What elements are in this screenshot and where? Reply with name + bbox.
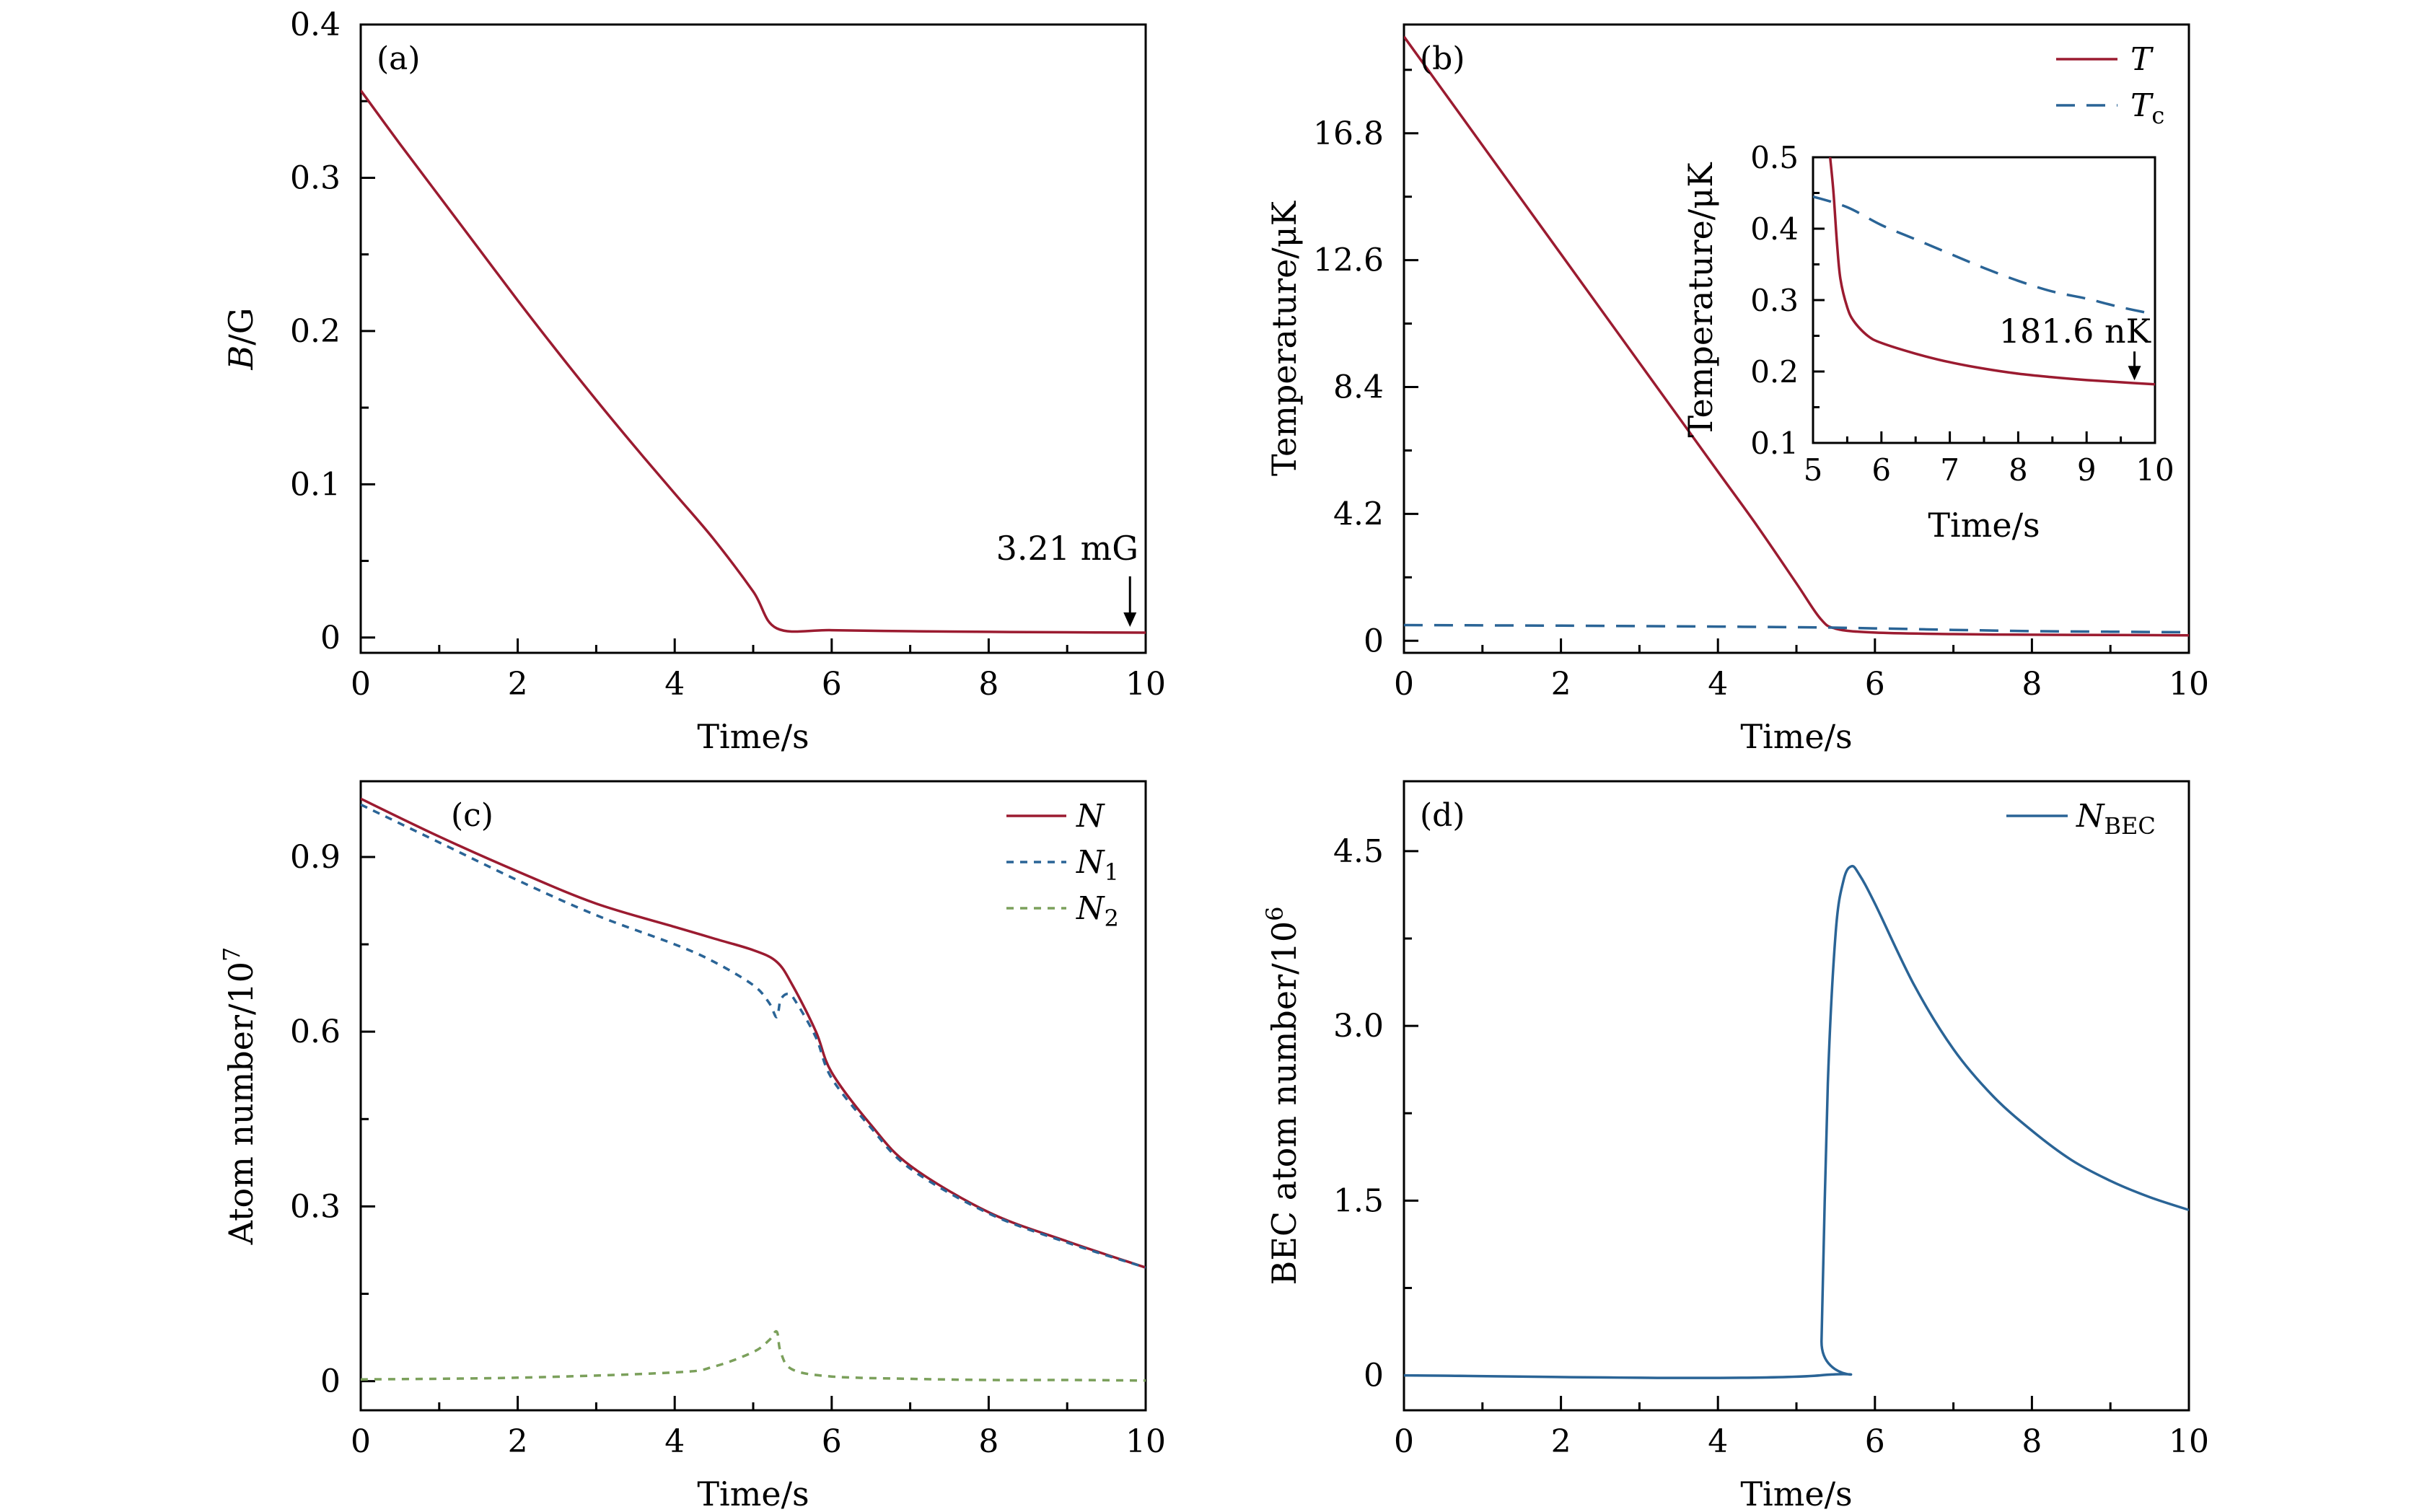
y-tick-label: 0.2 <box>1750 354 1799 390</box>
y-axis-label: Temperature/μK <box>1265 200 1304 476</box>
panel-b: 0 2 4 6 8 10 0 4.2 8.4 12.6 16.8 (b) Time/s Temperatu… <box>1265 23 2209 756</box>
x-tick-label: 8 <box>978 1423 998 1460</box>
x-tick-label: 0 <box>1394 666 1414 703</box>
y-tick-label: 0.4 <box>1750 211 1799 247</box>
panel-label: (c) <box>451 797 493 834</box>
x-tick-label: 4 <box>1708 666 1728 703</box>
x-tick-label: 0 <box>351 1423 371 1460</box>
y-tick-label: 12.6 <box>1313 242 1384 279</box>
series-line-Tc <box>1813 195 2155 316</box>
y-tick-label: 0.2 <box>290 313 341 350</box>
legend-label: Tc <box>2130 87 2164 129</box>
x-tick-label: 4 <box>664 1423 685 1460</box>
x-tick-label: 5 <box>1804 452 1823 488</box>
inset: 5 6 7 8 9 10 0.1 0.2 0.3 0.4 0.5 Time/s Temperature/… <box>1681 140 2174 545</box>
y-tick-label: 0 <box>1364 623 1384 659</box>
y-axis-label: BEC atom number/106 <box>1261 907 1304 1285</box>
x-tick-label: 10 <box>1125 1423 1166 1460</box>
series-line-B <box>361 89 1146 634</box>
x-axis-label: Time/s <box>697 1474 809 1512</box>
series-line-NBEC <box>1404 864 2189 1379</box>
series-line-N <box>361 797 1146 1269</box>
y-tick-label: 0 <box>320 1363 341 1400</box>
y-tick-label: 0.6 <box>290 1014 341 1050</box>
x-tick-label: 6 <box>1871 452 1891 488</box>
x-tick-label: 2 <box>1551 666 1571 703</box>
x-tick-label: 4 <box>664 666 685 703</box>
y-tick-label: 0 <box>1364 1358 1384 1394</box>
annotation-arrow-head <box>2128 366 2141 381</box>
inset-x-axis-label: Time/s <box>1928 506 2040 545</box>
legend-label: NBEC <box>2076 798 2156 840</box>
x-tick-label: 8 <box>978 666 998 703</box>
x-tick-label: 8 <box>2022 1423 2042 1460</box>
series-line-Tc <box>1404 623 2189 634</box>
y-tick-label: 4.2 <box>1333 496 1384 532</box>
x-tick-label: 0 <box>351 666 371 703</box>
y-tick-label: 16.8 <box>1313 115 1384 152</box>
x-tick-label: 9 <box>2077 452 2097 488</box>
y-tick-label: 0.9 <box>290 839 341 876</box>
y-tick-label: 0.3 <box>290 1188 341 1225</box>
y-tick-label: 0.4 <box>290 6 341 43</box>
x-tick-label: 6 <box>822 1423 842 1460</box>
y-tick-label: 0.3 <box>290 159 341 196</box>
panel-d: 0 2 4 6 8 10 0 1.5 3.0 4.5 (d) Time/s BEC atom numbe… <box>1261 780 2209 1512</box>
x-tick-label: 0 <box>1394 1423 1414 1460</box>
y-tick-label: 3.0 <box>1333 1008 1384 1045</box>
panel-label: (a) <box>377 40 421 77</box>
y-axis-label: Atom number/107 <box>218 947 260 1246</box>
inset-annotation-text: 181.6 nK <box>1999 312 2152 351</box>
panel-label: (b) <box>1420 40 1465 77</box>
x-tick-label: 2 <box>508 1423 528 1460</box>
x-tick-label: 8 <box>2022 666 2042 703</box>
inset-y-axis-label: Temperature/μK <box>1681 162 1720 438</box>
x-axis-label: Time/s <box>1740 1474 1852 1512</box>
y-tick-label: 4.5 <box>1333 833 1384 870</box>
series-line-N2 <box>361 1329 1146 1382</box>
x-tick-label: 7 <box>1940 452 1959 488</box>
x-tick-label: 10 <box>2169 1423 2209 1460</box>
y-tick-label: 1.5 <box>1333 1182 1384 1219</box>
series-line-T <box>1404 35 2189 637</box>
y-tick-label: 8.4 <box>1333 369 1384 406</box>
legend-label: N2 <box>1076 890 1119 932</box>
x-tick-label: 10 <box>2169 666 2209 703</box>
plot-frame <box>1403 780 2190 1412</box>
x-tick-label: 6 <box>1865 666 1885 703</box>
x-tick-label: 10 <box>2136 452 2174 488</box>
x-tick-label: 2 <box>1551 1423 1571 1460</box>
x-tick-label: 8 <box>2009 452 2028 488</box>
legend-label: N1 <box>1076 844 1119 886</box>
x-tick-label: 2 <box>508 666 528 703</box>
y-tick-label: 0.1 <box>1750 426 1799 461</box>
legend-label: T <box>2130 41 2154 78</box>
y-tick-label: 0 <box>320 620 341 656</box>
legend-label: N <box>1076 798 1105 835</box>
y-tick-label: 0.3 <box>1750 283 1799 318</box>
panel-label: (d) <box>1420 797 1465 834</box>
y-tick-label: 0.5 <box>1750 140 1799 175</box>
x-tick-label: 6 <box>822 666 842 703</box>
plot-frame <box>359 780 1147 1412</box>
annotation-arrow-head <box>1123 612 1137 627</box>
panel-c: 0 2 4 6 8 10 0 0.3 0.6 0.9 (c) Time/s Atom number/10… <box>218 780 1166 1512</box>
y-tick-label: 0.1 <box>290 466 341 503</box>
x-tick-label: 6 <box>1865 1423 1885 1460</box>
series-line-T <box>1828 157 2155 386</box>
x-tick-label: 10 <box>1125 666 1166 703</box>
y-axis-label: B/G <box>221 307 260 370</box>
x-axis-label: Time/s <box>697 717 809 756</box>
series-line-N1 <box>361 803 1146 1269</box>
x-tick-label: 4 <box>1708 1423 1728 1460</box>
plot-frame <box>1812 156 2156 444</box>
panel-a: 0 2 4 6 8 10 0 0.1 0.2 0.3 0.4 (a) Time/s B/G 3.21 mG <box>221 6 1166 756</box>
x-axis-label: Time/s <box>1740 717 1852 756</box>
annotation-text: 3.21 mG <box>996 529 1138 568</box>
